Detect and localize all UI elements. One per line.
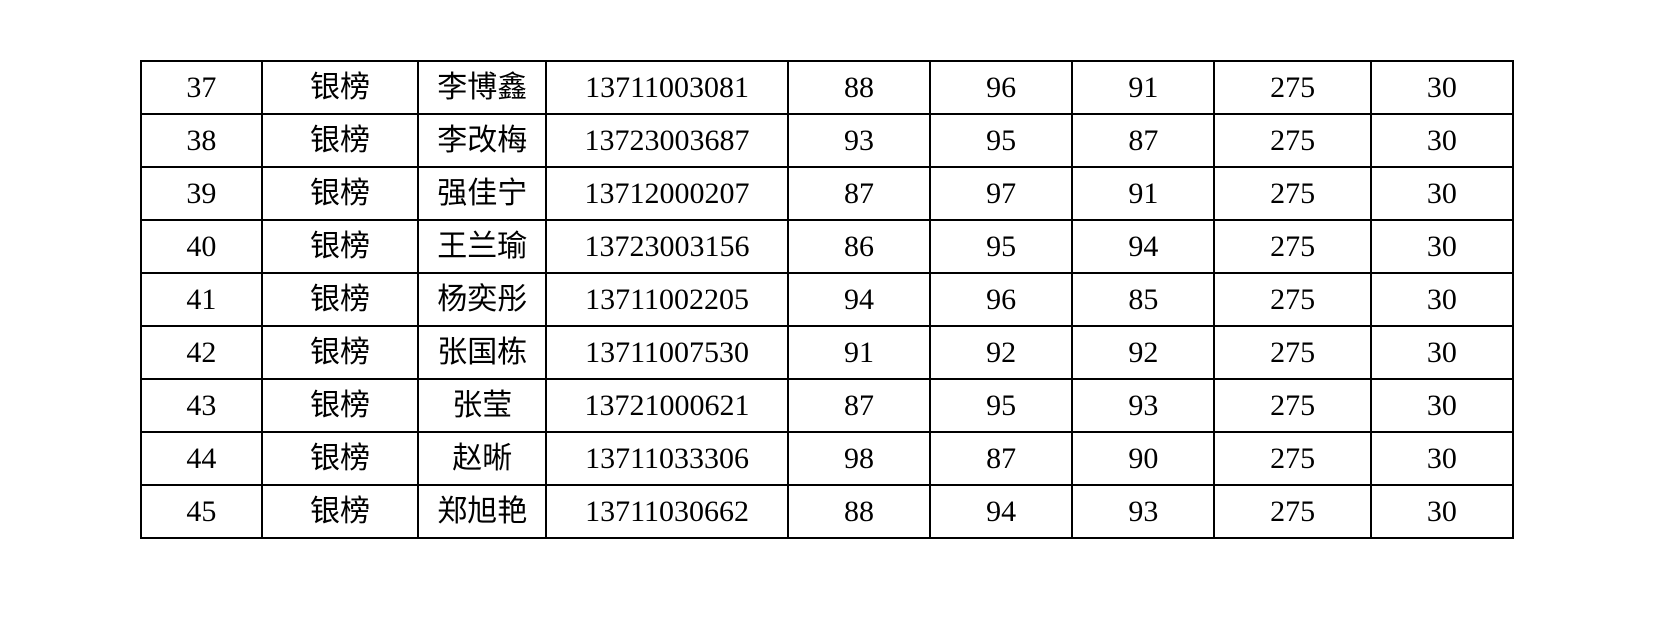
cell-name: 李改梅 (418, 114, 546, 167)
cell-score1: 88 (788, 485, 930, 538)
cell-total: 275 (1214, 485, 1370, 538)
cell-name: 李博鑫 (418, 61, 546, 114)
cell-score2: 95 (930, 220, 1072, 273)
cell-rank: 30 (1371, 379, 1513, 432)
cell-id: 13723003156 (546, 220, 788, 273)
cell-score3: 87 (1072, 114, 1214, 167)
cell-score2: 97 (930, 167, 1072, 220)
table-row: 45 银榜 郑旭艳 13711030662 88 94 93 275 30 (141, 485, 1513, 538)
cell-score3: 94 (1072, 220, 1214, 273)
cell-id: 13721000621 (546, 379, 788, 432)
cell-total: 275 (1214, 273, 1370, 326)
cell-total: 275 (1214, 220, 1370, 273)
cell-index: 39 (141, 167, 262, 220)
table-row: 39 银榜 强佳宁 13712000207 87 97 91 275 30 (141, 167, 1513, 220)
cell-index: 38 (141, 114, 262, 167)
cell-name: 强佳宁 (418, 167, 546, 220)
cell-score1: 94 (788, 273, 930, 326)
cell-id: 13711033306 (546, 432, 788, 485)
table-row: 44 银榜 赵晰 13711033306 98 87 90 275 30 (141, 432, 1513, 485)
cell-category: 银榜 (262, 273, 418, 326)
cell-index: 40 (141, 220, 262, 273)
cell-total: 275 (1214, 167, 1370, 220)
cell-score2: 87 (930, 432, 1072, 485)
cell-name: 赵晰 (418, 432, 546, 485)
cell-score3: 91 (1072, 61, 1214, 114)
cell-score1: 88 (788, 61, 930, 114)
cell-id: 13712000207 (546, 167, 788, 220)
cell-rank: 30 (1371, 432, 1513, 485)
cell-total: 275 (1214, 326, 1370, 379)
table-row: 43 银榜 张莹 13721000621 87 95 93 275 30 (141, 379, 1513, 432)
cell-category: 银榜 (262, 167, 418, 220)
cell-score3: 93 (1072, 379, 1214, 432)
cell-index: 42 (141, 326, 262, 379)
cell-id: 13711003081 (546, 61, 788, 114)
cell-total: 275 (1214, 114, 1370, 167)
table-row: 38 银榜 李改梅 13723003687 93 95 87 275 30 (141, 114, 1513, 167)
table-row: 42 银榜 张国栋 13711007530 91 92 92 275 30 (141, 326, 1513, 379)
cell-total: 275 (1214, 379, 1370, 432)
cell-score1: 98 (788, 432, 930, 485)
cell-score3: 93 (1072, 485, 1214, 538)
cell-score1: 93 (788, 114, 930, 167)
cell-category: 银榜 (262, 432, 418, 485)
cell-rank: 30 (1371, 485, 1513, 538)
cell-index: 41 (141, 273, 262, 326)
cell-score2: 92 (930, 326, 1072, 379)
cell-rank: 30 (1371, 61, 1513, 114)
cell-score3: 90 (1072, 432, 1214, 485)
cell-score2: 96 (930, 61, 1072, 114)
cell-name: 王兰瑜 (418, 220, 546, 273)
cell-total: 275 (1214, 432, 1370, 485)
cell-index: 44 (141, 432, 262, 485)
cell-id: 13723003687 (546, 114, 788, 167)
table-row: 37 银榜 李博鑫 13711003081 88 96 91 275 30 (141, 61, 1513, 114)
cell-category: 银榜 (262, 379, 418, 432)
cell-index: 43 (141, 379, 262, 432)
table-body: 37 银榜 李博鑫 13711003081 88 96 91 275 30 38… (141, 61, 1513, 538)
cell-name: 张国栋 (418, 326, 546, 379)
cell-rank: 30 (1371, 326, 1513, 379)
cell-category: 银榜 (262, 114, 418, 167)
cell-score1: 86 (788, 220, 930, 273)
cell-category: 银榜 (262, 220, 418, 273)
cell-name: 张莹 (418, 379, 546, 432)
cell-score2: 94 (930, 485, 1072, 538)
cell-id: 13711007530 (546, 326, 788, 379)
cell-score3: 91 (1072, 167, 1214, 220)
cell-score1: 87 (788, 379, 930, 432)
cell-id: 13711002205 (546, 273, 788, 326)
cell-id: 13711030662 (546, 485, 788, 538)
cell-score3: 85 (1072, 273, 1214, 326)
cell-score2: 96 (930, 273, 1072, 326)
cell-rank: 30 (1371, 273, 1513, 326)
cell-category: 银榜 (262, 326, 418, 379)
cell-index: 45 (141, 485, 262, 538)
cell-category: 银榜 (262, 61, 418, 114)
cell-name: 郑旭艳 (418, 485, 546, 538)
cell-score2: 95 (930, 379, 1072, 432)
cell-score2: 95 (930, 114, 1072, 167)
cell-rank: 30 (1371, 220, 1513, 273)
cell-index: 37 (141, 61, 262, 114)
cell-total: 275 (1214, 61, 1370, 114)
data-table: 37 银榜 李博鑫 13711003081 88 96 91 275 30 38… (140, 60, 1514, 539)
cell-score1: 91 (788, 326, 930, 379)
cell-rank: 30 (1371, 167, 1513, 220)
cell-category: 银榜 (262, 485, 418, 538)
cell-score3: 92 (1072, 326, 1214, 379)
cell-rank: 30 (1371, 114, 1513, 167)
cell-name: 杨奕彤 (418, 273, 546, 326)
table-row: 41 银榜 杨奕彤 13711002205 94 96 85 275 30 (141, 273, 1513, 326)
cell-score1: 87 (788, 167, 930, 220)
table-row: 40 银榜 王兰瑜 13723003156 86 95 94 275 30 (141, 220, 1513, 273)
